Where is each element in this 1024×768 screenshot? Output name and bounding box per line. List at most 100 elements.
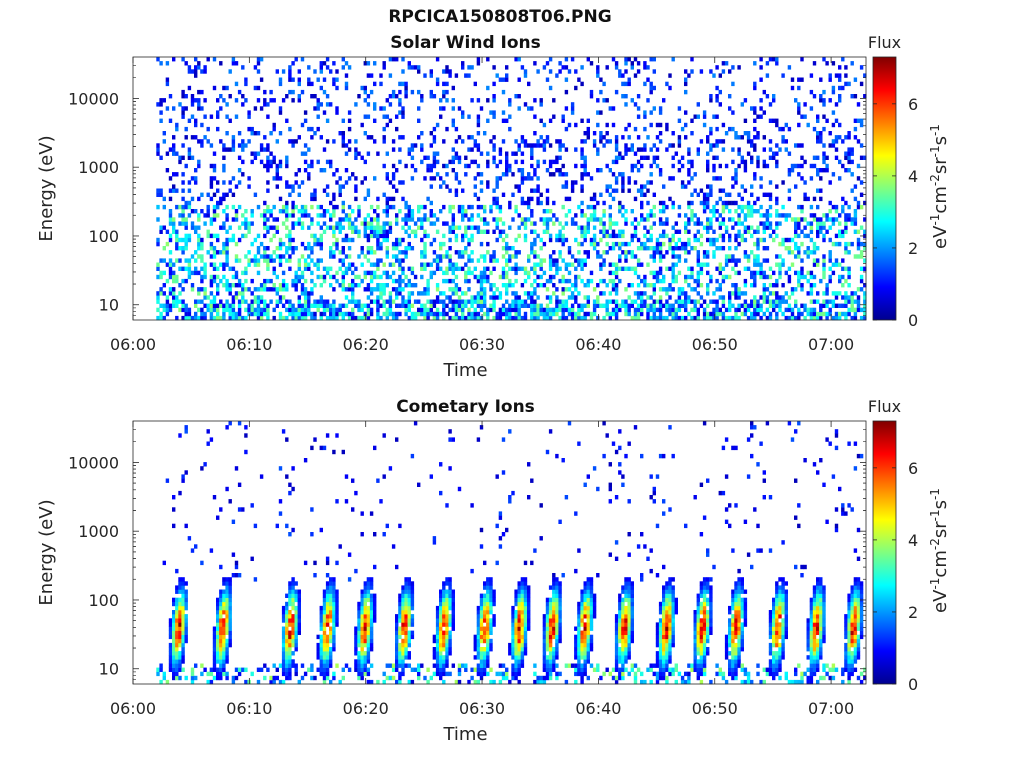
heatmap-cell [498, 274, 503, 280]
heatmap-cell [310, 196, 314, 202]
heatmap-cell [643, 110, 647, 115]
heatmap-cell [278, 315, 283, 321]
heatmap-cell [800, 258, 804, 263]
heatmap-cell [467, 225, 471, 230]
heatmap-cell [680, 291, 685, 296]
heatmap-cell [592, 233, 597, 239]
heatmap-cell [216, 597, 220, 603]
heatmap-cell [859, 225, 864, 230]
heatmap-cell [162, 225, 166, 230]
heatmap-cell [570, 291, 575, 296]
heatmap-cell [630, 98, 634, 103]
heatmap-cell [439, 98, 443, 103]
heatmap-cell [753, 172, 757, 177]
heatmap-cell [219, 618, 223, 623]
heatmap-cell [325, 139, 330, 144]
heatmap-cell [322, 229, 327, 234]
heatmap-cell [483, 258, 487, 263]
heatmap-cell [640, 217, 644, 222]
heatmap-cell [209, 163, 214, 169]
heatmap-cell [347, 262, 352, 267]
heatmap-cell [728, 315, 732, 321]
heatmap-cell [357, 213, 361, 218]
heatmap-cell [690, 209, 694, 214]
heatmap-cell [743, 168, 748, 173]
heatmap-cell [300, 307, 305, 313]
heatmap-cell [674, 246, 678, 251]
heatmap-cell [586, 57, 590, 62]
heatmap-cell [319, 258, 323, 263]
heatmap-cell [291, 585, 295, 590]
heatmap-cell [395, 241, 399, 247]
heatmap-cell [376, 283, 380, 288]
heatmap-cell [809, 315, 814, 321]
heatmap-cell [605, 303, 609, 308]
heatmap-cell [307, 667, 311, 672]
heatmap-cell [341, 311, 345, 317]
heatmap-cell [407, 246, 411, 251]
heatmap-cell [435, 151, 440, 156]
heatmap-cell [658, 295, 663, 300]
heatmap-cell [724, 258, 729, 263]
heatmap-cell [294, 246, 298, 251]
heatmap-cell [194, 270, 198, 276]
heatmap-cell [269, 131, 273, 136]
heatmap-cell [156, 102, 160, 107]
heatmap-cell [640, 213, 644, 218]
heatmap-cell [363, 114, 367, 119]
heatmap-cell [611, 287, 616, 292]
heatmap-cell [671, 155, 675, 160]
heatmap-cell [756, 299, 760, 304]
heatmap-cell [486, 221, 490, 226]
heatmap-cell [294, 204, 298, 210]
heatmap-cell [589, 241, 594, 247]
heatmap-cell [583, 311, 587, 317]
heatmap-cell [492, 114, 496, 119]
heatmap-cell [165, 168, 170, 173]
heatmap-cell [819, 196, 823, 202]
heatmap-cell [228, 605, 232, 611]
heatmap-cell [495, 258, 499, 263]
heatmap-cell [222, 667, 226, 672]
heatmap-cell [684, 77, 688, 82]
heatmap-cell [605, 122, 609, 128]
heatmap-cell [404, 250, 408, 255]
heatmap-cell [241, 94, 245, 99]
heatmap-cell [658, 246, 663, 251]
heatmap-cell [718, 225, 722, 230]
heatmap-cell [237, 299, 242, 304]
heatmap-cell [357, 229, 361, 234]
heatmap-cell [347, 311, 352, 317]
heatmap-cell [828, 209, 832, 214]
heatmap-cell [216, 515, 220, 520]
heatmap-cell [558, 254, 562, 259]
heatmap-cell [203, 667, 207, 672]
heatmap-cell [530, 283, 534, 288]
heatmap-cell [275, 176, 279, 181]
heatmap-cell [555, 295, 559, 300]
heatmap-cell [288, 675, 292, 681]
heatmap-cell [219, 601, 223, 607]
heatmap-cell [234, 217, 239, 222]
heatmap-cell [322, 77, 327, 82]
heatmap-cell [435, 122, 440, 128]
heatmap-cell [592, 143, 597, 148]
heatmap-cell [809, 225, 814, 230]
heatmap-cell [156, 307, 160, 313]
heatmap-cell [291, 225, 295, 230]
heatmap-cell [558, 237, 562, 243]
heatmap-cell [614, 159, 619, 165]
heatmap-cell [335, 307, 339, 313]
heatmap-cell [379, 283, 383, 288]
heatmap-cell [561, 299, 565, 304]
heatmap-cell [847, 151, 851, 156]
heatmap-cell [429, 213, 433, 218]
heatmap-cell [684, 122, 688, 128]
heatmap-cell [247, 250, 251, 255]
heatmap-cell [539, 258, 543, 263]
heatmap-cell [241, 283, 245, 288]
heatmap-cell [388, 196, 393, 202]
heatmap-cell [206, 250, 210, 255]
heatmap-cell [636, 94, 641, 99]
heatmap-cell [165, 307, 170, 313]
